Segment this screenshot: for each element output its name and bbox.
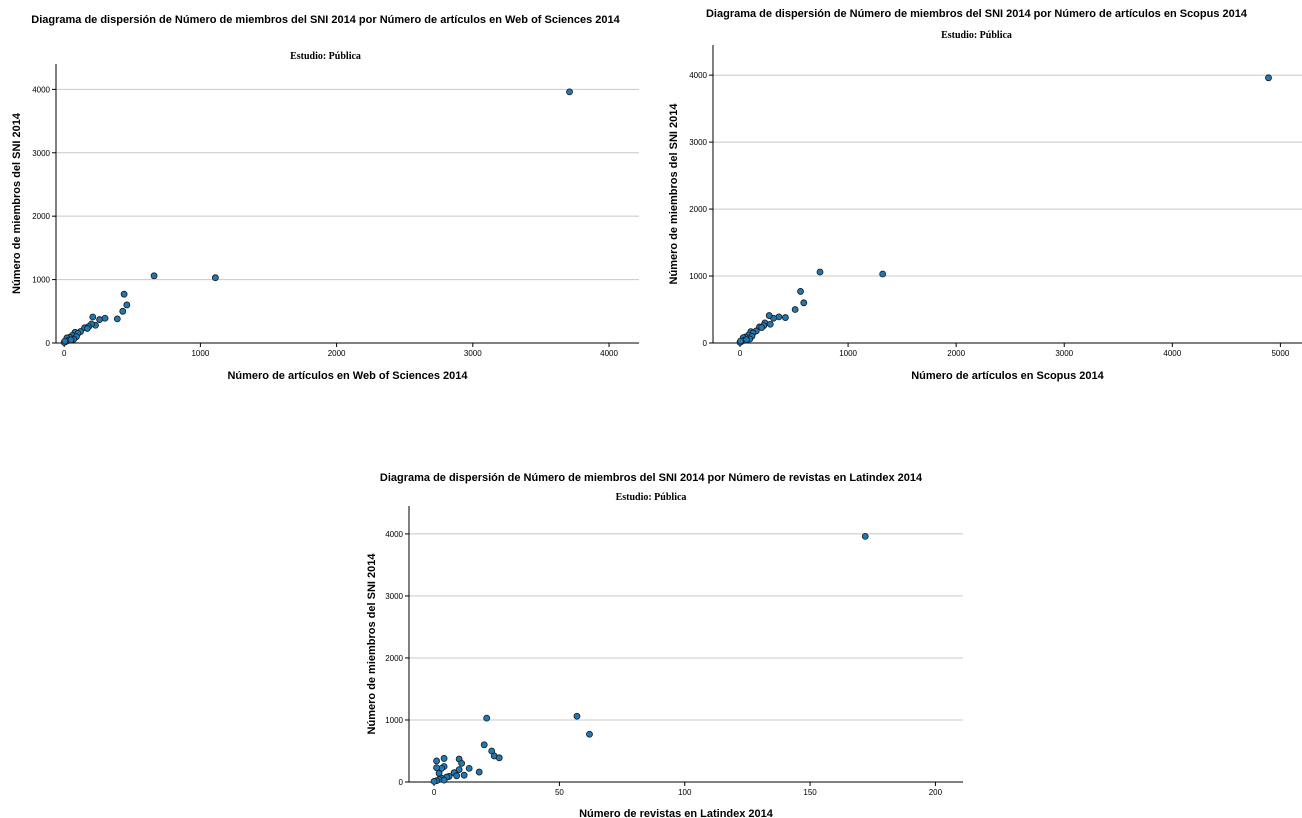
data-point	[879, 270, 887, 278]
data-point	[119, 307, 127, 315]
data-point	[758, 324, 766, 331]
data-point	[797, 288, 804, 295]
x-tick-label: 4000	[1163, 349, 1181, 358]
y-tick-label: 2000	[385, 654, 403, 663]
data-point	[475, 768, 483, 776]
scatter-panel-scopus: Diagrama de dispersión de Número de miem…	[651, 0, 1302, 409]
x-axis-label: Número de artículos en Scopus 2014	[911, 370, 1104, 382]
data-point	[458, 759, 466, 767]
y-tick-label: 4000	[385, 530, 403, 539]
y-tick-label: 2000	[689, 205, 707, 214]
scatter-plot-area: 0 1000 2000 3000 4000 0 1000 2000 3000 4000 5000 Nú…	[668, 45, 1302, 382]
y-tick-label: 1000	[689, 272, 707, 281]
data-point	[150, 272, 158, 280]
data-point	[483, 714, 491, 722]
x-tick-label: 200	[929, 788, 943, 797]
data-point	[211, 274, 219, 282]
data-point	[782, 314, 789, 321]
data-point	[765, 312, 773, 319]
data-point	[430, 777, 438, 785]
data-point	[480, 741, 488, 749]
y-axis-label: Número de miembros del SNI 2014	[668, 103, 680, 285]
data-point	[440, 755, 448, 762]
x-tick-label: 50	[555, 788, 564, 797]
x-tick-label: 2000	[328, 349, 346, 358]
y-tick-label: 1000	[32, 276, 50, 285]
data-point	[89, 313, 97, 321]
y-tick-label: 3000	[32, 149, 50, 158]
y-tick-label: 0	[46, 339, 51, 348]
y-tick-label: 4000	[32, 85, 50, 94]
x-axis-label: Número de revistas en Latindex 2014	[579, 808, 774, 818]
x-tick-label: 3000	[464, 349, 482, 358]
y-tick-label: 3000	[689, 138, 707, 147]
chart-subtitle: Estudio: Pública	[290, 51, 361, 62]
x-tick-label: 0	[432, 788, 437, 797]
data-point	[433, 757, 440, 765]
chart-subtitle: Estudio: Pública	[615, 492, 687, 503]
data-point	[861, 532, 869, 540]
data-point	[1265, 74, 1272, 82]
data-point	[573, 712, 581, 720]
data-point	[465, 764, 473, 772]
scatter-plot-area: 0 1000 2000 3000 4000 0 50 100 150 200 Número de r…	[366, 506, 963, 818]
data-point	[123, 301, 131, 309]
scatter-panel-web-of-sciences: Diagrama de dispersión de Número de miem…	[0, 0, 651, 409]
data-point	[495, 754, 503, 762]
data-point	[791, 306, 799, 313]
data-point	[83, 325, 91, 332]
data-point	[460, 771, 468, 779]
data-point	[800, 299, 808, 307]
y-tick-label: 1000	[385, 716, 403, 725]
x-tick-label: 0	[738, 349, 743, 358]
x-tick-label: 1000	[839, 349, 857, 358]
data-point	[566, 88, 573, 96]
x-axis-label: Número de artículos en Web of Sciences 2…	[227, 370, 468, 382]
chart-title: Diagrama de dispersión de Número de miem…	[705, 8, 1247, 20]
scatter-plot-area: 0 1000 2000 3000 4000 0 1000 2000 3000 4000 Número…	[11, 64, 639, 382]
y-axis-label: Número de miembros del SNI 2014	[366, 553, 378, 735]
data-point	[433, 764, 440, 772]
x-tick-label: 2000	[947, 349, 965, 358]
data-point	[586, 730, 593, 738]
data-point	[455, 766, 463, 773]
x-tick-label: 4000	[600, 349, 618, 358]
data-point	[737, 337, 744, 345]
y-axis-label: Número de miembros del SNI 2014	[11, 112, 23, 294]
data-point	[120, 290, 128, 298]
x-tick-label: 0	[62, 349, 67, 358]
chart-title: Diagrama de dispersión de Número de miem…	[379, 472, 923, 484]
x-tick-label: 100	[678, 788, 692, 797]
data-point	[453, 772, 461, 780]
data-point	[440, 776, 448, 784]
y-tick-label: 0	[399, 778, 404, 787]
y-tick-label: 0	[703, 339, 708, 348]
scatter-panel-latindex: Diagrama de dispersión de Número de miem…	[326, 462, 976, 818]
data-point	[101, 314, 109, 322]
x-tick-label: 150	[803, 788, 817, 797]
data-point	[96, 316, 103, 323]
y-tick-label: 2000	[32, 212, 50, 221]
x-tick-label: 3000	[1055, 349, 1073, 358]
data-point	[113, 315, 121, 323]
x-tick-label: 5000	[1271, 349, 1289, 358]
data-point	[61, 337, 69, 345]
chart-title: Diagrama de dispersión de Número de miem…	[31, 14, 620, 26]
y-tick-label: 4000	[689, 71, 707, 80]
data-point	[816, 268, 824, 276]
chart-subtitle: Estudio: Pública	[941, 30, 1012, 41]
x-tick-label: 1000	[191, 349, 209, 358]
y-tick-label: 3000	[385, 592, 403, 601]
